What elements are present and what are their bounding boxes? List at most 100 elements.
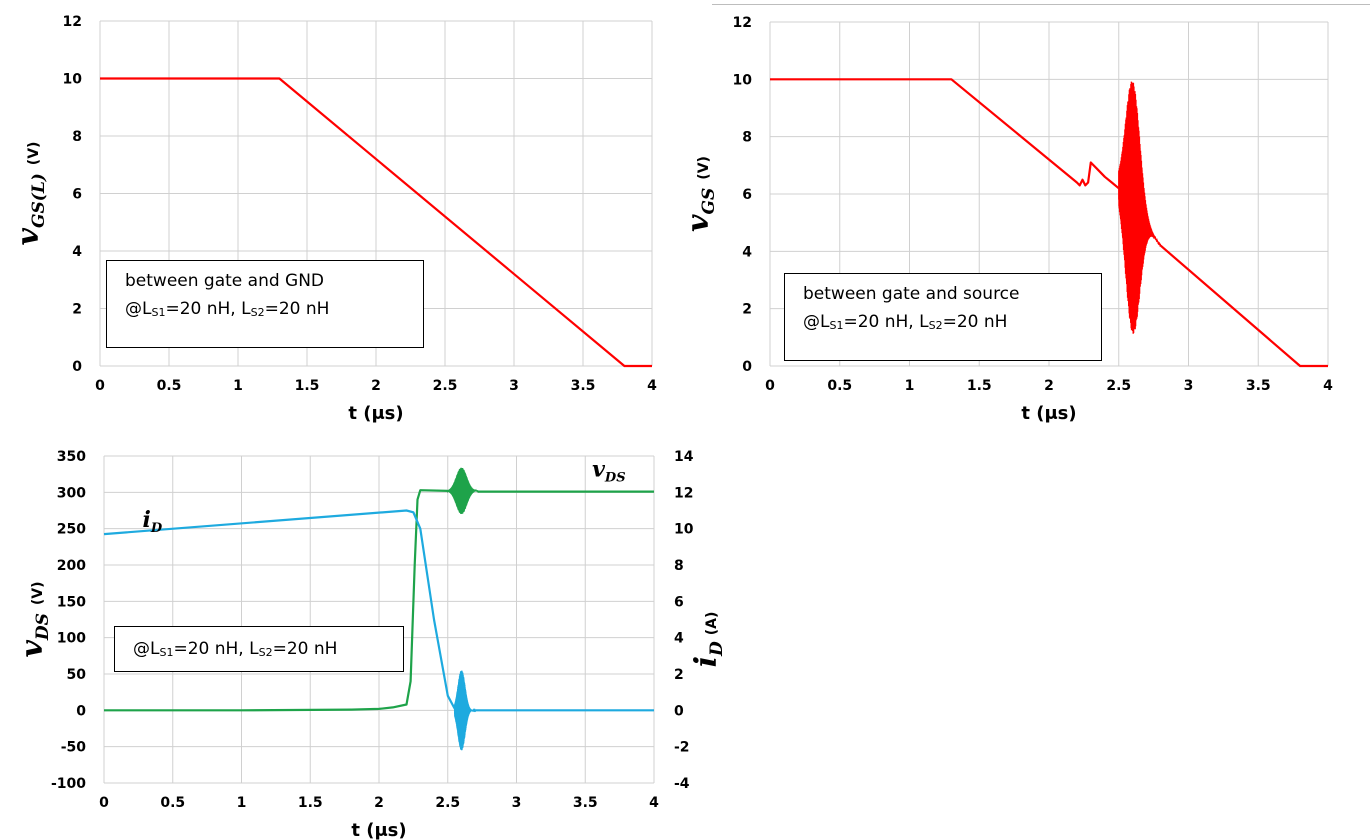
series-label-id: iD xyxy=(143,507,163,536)
x-tick-label: 1 xyxy=(905,378,915,394)
note-box-vgsl: between gate and GND @LS1=20 nH, LS2=20 … xyxy=(106,260,424,348)
y2-tick-label: -4 xyxy=(674,776,690,792)
chart-vgs_l: 0 0.5 1 1.5 2 2.5 3 3.5 4 0 2 4 6 8 10 12 t (μs) vGS(L) (V… xyxy=(11,14,657,424)
top-right-rule xyxy=(712,4,1370,5)
x-tick-label: 1.5 xyxy=(298,795,323,811)
note-line2: @LS1=20 nH, LS2=20 nH xyxy=(133,635,385,667)
note-mid: =20 nH, L xyxy=(165,299,251,319)
note-suffix: =20 nH xyxy=(264,299,330,319)
x-tick-label: 0.5 xyxy=(160,795,185,811)
x-tick-label: 2.5 xyxy=(433,378,458,394)
x-tick-label: 2 xyxy=(374,795,384,811)
note-l: @L xyxy=(803,312,830,332)
y-label-unit: (V) xyxy=(696,156,712,180)
series-label-vds: vDS xyxy=(592,456,625,485)
x-tick-label: 3 xyxy=(509,378,519,394)
y-tick-label: 2 xyxy=(742,302,752,318)
note-box-vgs: between gate and source @LS1=20 nH, LS2=… xyxy=(784,273,1102,361)
y-tick-label: 12 xyxy=(63,14,82,30)
y-tick-label: 8 xyxy=(742,130,752,146)
y2-tick-label: 14 xyxy=(674,449,694,465)
note-l: @L xyxy=(133,639,160,659)
y2-axis-label: iD (A) xyxy=(689,612,727,668)
y-tick-label: 4 xyxy=(72,244,82,260)
y-tick-label: 0 xyxy=(72,359,82,375)
note-suffix: =20 nH xyxy=(272,639,338,659)
y2-tick-label: -2 xyxy=(674,740,690,756)
y-tick-label: 200 xyxy=(57,558,86,574)
y-tick-label: 6 xyxy=(742,187,752,203)
x-tick-label: 3 xyxy=(1184,378,1194,394)
x-tick-label: 1 xyxy=(237,795,247,811)
x-tick-label: 0 xyxy=(99,795,109,811)
y2-label-symbol: i xyxy=(689,656,724,667)
x-tick-label: 4 xyxy=(647,378,657,394)
series-id-oscillation xyxy=(453,670,476,751)
note-mid: =20 nH, L xyxy=(843,312,929,332)
note-sub2: S2 xyxy=(258,646,273,659)
y-tick-label: 250 xyxy=(57,522,86,538)
y-tick-label: 0 xyxy=(76,703,86,719)
note-line2: @LS1=20 nH, LS2=20 nH xyxy=(125,295,405,327)
x-tick-label: 1 xyxy=(233,378,243,394)
note-line2: @LS1=20 nH, LS2=20 nH xyxy=(803,308,1083,340)
y-axis-label: vDS (V) xyxy=(15,581,53,657)
x-tick-label: 3.5 xyxy=(573,795,598,811)
y-tick-label: 0 xyxy=(742,359,752,375)
x-tick-label: 1.5 xyxy=(967,378,992,394)
x-tick-label: 2.5 xyxy=(1106,378,1131,394)
y-tick-label: 8 xyxy=(72,129,82,145)
y-tick-label: 150 xyxy=(57,594,86,610)
y2-label-subscript: D xyxy=(707,641,727,657)
y2-tick-label: 6 xyxy=(674,594,684,610)
note-sub2: S2 xyxy=(928,319,943,332)
y-label-unit: (V) xyxy=(26,142,42,166)
y-label-symbol: v xyxy=(681,214,716,232)
y2-tick-label: 10 xyxy=(674,522,694,538)
series-vgs-1-oscillation xyxy=(1118,81,1162,334)
y-tick-label: 100 xyxy=(57,631,86,647)
x-tick-label: 0.5 xyxy=(827,378,852,394)
note-box-vds: @LS1=20 nH, LS2=20 nH xyxy=(114,626,404,672)
note-sub2: S2 xyxy=(250,306,265,319)
x-axis-label: t (μs) xyxy=(351,820,406,840)
series-vgs-2-line xyxy=(1159,244,1328,368)
x-tick-label: 0 xyxy=(765,378,775,394)
x-tick-label: 3 xyxy=(512,795,522,811)
y-axis-label: vGS(L) (V) xyxy=(11,142,49,246)
y-tick-label: 350 xyxy=(57,449,86,465)
x-axis-label: t (μs) xyxy=(1021,403,1076,424)
series-vds-oscillation xyxy=(447,467,479,515)
note-mid: =20 nH, L xyxy=(173,639,259,659)
series-vds-line xyxy=(104,489,448,712)
y2-tick-label: 8 xyxy=(674,558,684,574)
chart-vgs: 0 0.5 1 1.5 2 2.5 3 3.5 4 0 2 4 6 8 10 12 t (μs) vGS (V) xyxy=(681,15,1333,424)
note-sub1: S1 xyxy=(829,319,844,332)
series-label-subscript: D xyxy=(150,521,163,536)
series-label-symbol: i xyxy=(143,507,151,533)
y-tick-label: 10 xyxy=(63,72,83,88)
y2-label-unit: (A) xyxy=(704,612,720,636)
note-suffix: =20 nH xyxy=(942,312,1008,332)
y-tick-label: -50 xyxy=(61,740,87,756)
note-line1: between gate and source xyxy=(803,284,1020,304)
note-sub1: S1 xyxy=(159,646,174,659)
y-tick-label: 2 xyxy=(72,302,82,318)
x-axis-label: t (μs) xyxy=(348,403,403,424)
x-tick-label: 1.5 xyxy=(295,378,320,394)
y-tick-label: 12 xyxy=(733,15,752,31)
y-label-subscript: DS xyxy=(33,613,53,641)
y-tick-label: 10 xyxy=(733,72,753,88)
y-tick-label: 300 xyxy=(57,485,86,501)
x-tick-label: 2 xyxy=(1044,378,1054,394)
series-vgs_l-0-line xyxy=(100,77,652,368)
series-vgs-0-line xyxy=(770,78,1120,190)
series-label-symbol: v xyxy=(592,456,605,482)
x-tick-label: 0 xyxy=(95,378,105,394)
note-l: @L xyxy=(125,299,152,319)
y-label-symbol: v xyxy=(11,227,46,245)
y-label-unit: (V) xyxy=(30,581,46,605)
series-label-subscript: DS xyxy=(604,470,626,485)
x-tick-label: 4 xyxy=(649,795,659,811)
